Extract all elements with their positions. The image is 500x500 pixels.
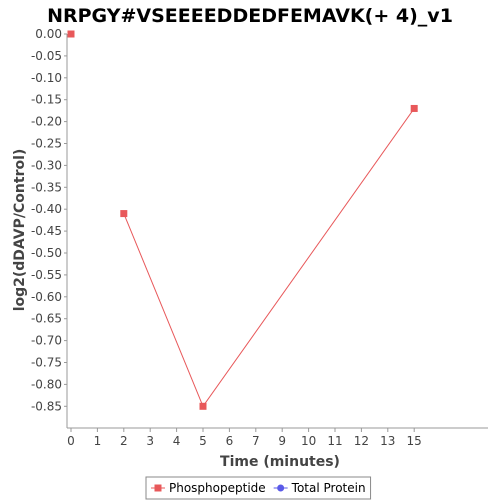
x-tick-label: 9 — [278, 434, 286, 448]
x-tick-label: 10 — [301, 434, 316, 448]
chart-title: NRPGY#VSEEEEDDEDFEMAVK(+ 4)_v1 — [47, 5, 453, 27]
y-tick-label: -0.05 — [31, 49, 62, 63]
x-tick-label: 6 — [226, 434, 234, 448]
y-tick-label: -0.25 — [31, 137, 62, 151]
x-tick-label: 11 — [327, 434, 342, 448]
x-tick-label: 0 — [67, 434, 75, 448]
y-tick-label: -0.55 — [31, 268, 62, 282]
plot-area — [66, 34, 488, 429]
y-tick-label: -0.80 — [31, 377, 62, 391]
series-layer — [67, 30, 418, 410]
series-line-segment — [123, 213, 204, 407]
legend-marker-square-icon — [154, 484, 162, 492]
x-tick-label: 7 — [252, 434, 260, 448]
y-tick-label: -0.20 — [31, 115, 62, 129]
legend-marker-circle-icon — [277, 484, 285, 492]
x-axis-label: Time (minutes) — [220, 454, 340, 470]
y-axis: 0.00 -0.05 -0.10 -0.15 -0.20 -0.25 -0.30 -0.35 -… — [31, 27, 67, 413]
y-tick-label: -0.60 — [31, 290, 62, 304]
x-tick-label: 12 — [354, 434, 369, 448]
y-tick-label: -0.15 — [31, 93, 62, 107]
y-axis-label: log2(dDAVP/Control) — [12, 149, 28, 312]
x-tick-label: 1 — [94, 434, 102, 448]
legend-label: Total Protein — [291, 481, 366, 495]
legend: Phosphopeptide Total Protein — [145, 476, 372, 500]
y-tick-label: -0.45 — [31, 224, 62, 238]
y-tick-label: -0.35 — [31, 180, 62, 194]
y-tick-label: -0.10 — [31, 71, 62, 85]
legend-box — [145, 476, 372, 500]
x-tick-label: 3 — [146, 434, 154, 448]
x-tick-label: 2 — [120, 434, 128, 448]
series-line-segment — [202, 108, 415, 407]
legend-label: Phosphopeptide — [169, 481, 266, 495]
data-point — [67, 30, 75, 38]
x-tick-label: 4 — [173, 434, 181, 448]
x-tick-label: 15 — [407, 434, 422, 448]
plot-background — [71, 34, 488, 428]
y-tick-label: -0.85 — [31, 399, 62, 413]
y-tick-label: -0.75 — [31, 356, 62, 370]
y-tick-label: -0.30 — [31, 158, 62, 172]
y-tick-label: -0.70 — [31, 334, 62, 348]
x-tick-label: 5 — [199, 434, 207, 448]
data-point — [199, 402, 207, 410]
y-tick-label: -0.50 — [31, 246, 62, 260]
x-tick-label: 13 — [380, 434, 395, 448]
data-point — [410, 104, 418, 112]
x-axis: 0 1 2 3 4 5 6 7 9 10 11 12 13 15 — [67, 428, 422, 448]
y-tick-label: 0.00 — [35, 27, 62, 41]
y-tick-label: -0.65 — [31, 312, 62, 326]
y-tick-label: -0.40 — [31, 202, 62, 216]
data-point — [120, 210, 128, 218]
